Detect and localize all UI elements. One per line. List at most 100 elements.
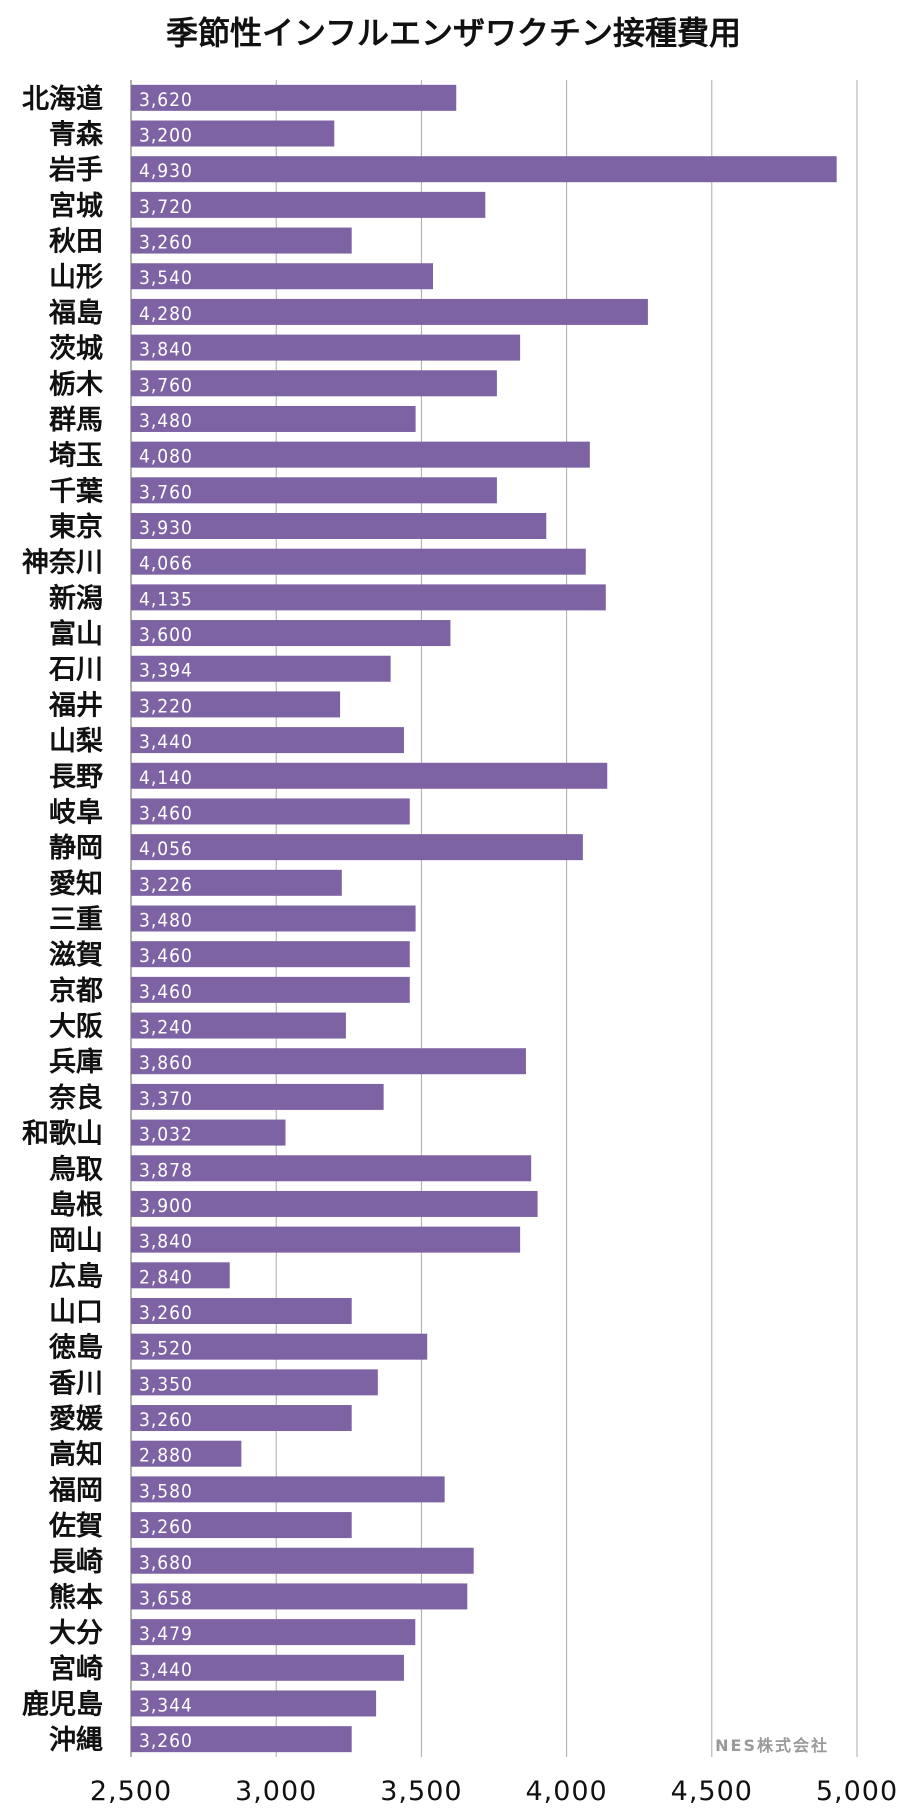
- bar-value-label: 3,460: [139, 981, 193, 1003]
- bar: [131, 620, 451, 647]
- bar-value-label: 4,280: [139, 303, 193, 325]
- category-label: 鳥取: [49, 1154, 103, 1185]
- bar-value-label: 3,460: [139, 802, 193, 824]
- category-label: 新潟: [49, 582, 103, 614]
- bar-value-label: 3,240: [139, 1017, 193, 1039]
- bar-value-label: 3,350: [139, 1373, 193, 1395]
- bar: [131, 1619, 416, 1646]
- bar: [131, 227, 352, 254]
- bar-value-label: 3,840: [139, 339, 193, 361]
- bar-value-label: 4,930: [139, 160, 193, 182]
- category-label: 福岡: [48, 1475, 103, 1506]
- bar: [131, 1333, 428, 1360]
- category-label: 千葉: [49, 476, 104, 507]
- category-label: 岐阜: [49, 797, 103, 828]
- bar: [131, 84, 457, 111]
- bar: [131, 905, 416, 932]
- bar-value-label: 3,479: [139, 1623, 193, 1645]
- category-label: 宮城: [49, 190, 103, 222]
- category-label: 佐賀: [48, 1511, 103, 1542]
- bar-value-label: 3,200: [139, 125, 193, 147]
- bar: [131, 869, 342, 896]
- category-label: 岡山: [49, 1226, 103, 1257]
- category-label: 香川: [49, 1368, 103, 1399]
- bar: [131, 798, 410, 825]
- category-label: 大阪: [49, 1012, 103, 1043]
- bar-value-label: 3,620: [139, 89, 193, 111]
- bar: [131, 1654, 404, 1681]
- bar: [131, 1369, 378, 1396]
- bar-value-label: 3,658: [139, 1587, 193, 1609]
- bar: [131, 1048, 526, 1075]
- bar-value-label: 3,370: [139, 1088, 193, 1110]
- category-label: 静岡: [49, 833, 103, 864]
- bar: [131, 334, 521, 361]
- bar-value-label: 3,860: [139, 1052, 193, 1074]
- x-tick-label: 5,000: [816, 1776, 898, 1807]
- bar-value-label: 3,260: [139, 1516, 193, 1538]
- bar-value-label: 3,930: [139, 517, 193, 539]
- category-label: 宮崎: [49, 1653, 103, 1685]
- bar: [131, 441, 590, 468]
- bar-value-label: 2,880: [139, 1445, 193, 1467]
- bar-value-label: 3,260: [139, 1409, 193, 1431]
- bar: [131, 1726, 352, 1753]
- category-label: 三重: [49, 905, 103, 936]
- bar-value-label: 3,520: [139, 1338, 193, 1360]
- category-label: 熊本: [49, 1581, 103, 1613]
- bar-value-label: 2,840: [139, 1266, 193, 1288]
- bar: [131, 976, 410, 1003]
- category-label: 愛知: [49, 869, 103, 900]
- category-label: 北海道: [22, 83, 103, 115]
- category-label: 島根: [49, 1190, 103, 1221]
- bar-value-label: 3,440: [139, 1659, 193, 1681]
- bar: [131, 1512, 352, 1539]
- bar-value-label: 3,760: [139, 481, 193, 503]
- category-label: 奈良: [48, 1082, 103, 1114]
- bar: [131, 655, 391, 682]
- category-label: 長崎: [49, 1547, 103, 1578]
- bar: [131, 263, 434, 290]
- category-label: 京都: [49, 975, 103, 1007]
- category-label: 山梨: [49, 726, 103, 757]
- category-label: 沖縄: [49, 1725, 103, 1756]
- bar: [131, 584, 606, 611]
- bar: [131, 1012, 346, 1039]
- category-label: 福井: [48, 690, 103, 721]
- category-label: 長野: [49, 762, 103, 793]
- bar: [131, 727, 404, 754]
- bar-value-label: 3,032: [139, 1124, 193, 1146]
- watermark: NES株式会社: [715, 1736, 829, 1755]
- bar-value-label: 3,260: [139, 1302, 193, 1324]
- bar: [131, 1690, 377, 1717]
- category-label: 鹿児島: [22, 1688, 103, 1720]
- bar: [131, 1155, 532, 1182]
- bar-value-label: 3,580: [139, 1480, 193, 1502]
- bar: [131, 941, 410, 968]
- category-label: 滋賀: [49, 940, 103, 971]
- category-label: 岩手: [48, 155, 103, 186]
- category-label: 福島: [48, 298, 103, 329]
- bar-value-label: 3,394: [139, 660, 193, 682]
- category-label: 茨城: [49, 334, 103, 365]
- category-label: 青森: [49, 120, 104, 151]
- category-label: 山口: [49, 1297, 103, 1328]
- category-label: 大分: [49, 1618, 103, 1649]
- category-label: 広島: [49, 1260, 103, 1292]
- category-label: 群馬: [49, 405, 103, 436]
- x-tick-label: 3,000: [235, 1776, 317, 1807]
- bar: [131, 1547, 474, 1574]
- x-tick-label: 3,500: [380, 1776, 462, 1807]
- category-label: 石川: [48, 655, 103, 686]
- bar: [131, 370, 497, 397]
- bar: [131, 513, 547, 540]
- bar-value-label: 3,220: [139, 695, 193, 717]
- bar-value-label: 3,440: [139, 731, 193, 753]
- bar-value-label: 3,260: [139, 1730, 193, 1752]
- category-label: 高知: [49, 1439, 103, 1471]
- bar-value-label: 3,680: [139, 1552, 193, 1574]
- category-label: 秋田: [49, 227, 103, 258]
- bar-value-label: 3,480: [139, 410, 193, 432]
- bar: [131, 191, 486, 218]
